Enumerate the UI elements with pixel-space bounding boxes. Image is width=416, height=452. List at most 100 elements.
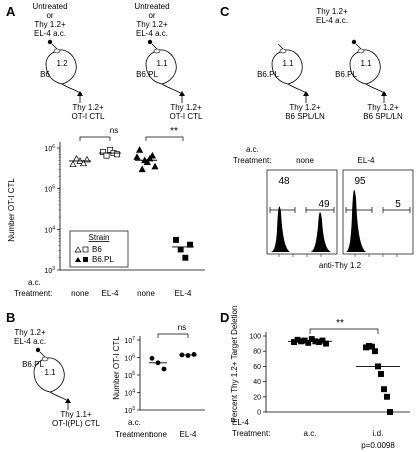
data-point: [372, 348, 378, 355]
panel-c-histogram-left: [266, 169, 338, 257]
data-point: [177, 246, 184, 253]
panel-b-y-axis-label: Number OT-I CTL: [112, 336, 121, 400]
sig-bracket-ns: [79, 136, 111, 141]
panel-a-row1-label: a.c.: [28, 278, 41, 287]
panel-a-cells-left-line1: Thy 1.2+: [72, 103, 104, 112]
panel-a-label: A: [6, 4, 16, 19]
panel-a-row2-label: Treatment:: [14, 289, 52, 298]
y-tick-label: 106: [44, 144, 55, 153]
mouse-icon: [33, 347, 71, 403]
y-tick-label: 104: [124, 389, 135, 398]
y-tick-label: 0: [257, 410, 261, 417]
panel-b-cat-1: none: [149, 430, 167, 439]
data-point: [151, 162, 159, 170]
arrow-up-icon: [77, 91, 83, 103]
data-point: [100, 148, 106, 155]
y-tick-label: 103: [44, 266, 55, 275]
panel-c-left-gate-pct-1: 48: [278, 176, 290, 187]
panel-d-cat-1: a.c.: [304, 429, 317, 438]
mouse-icon: [145, 39, 183, 95]
panel-c-left-gate-pct-2: 49: [318, 199, 330, 210]
panel-b-mouse-strain: B6.PL: [22, 360, 44, 369]
panel-a-mouse-left-strain: B6: [40, 70, 50, 79]
panel-a-mouse-left-allele: 1.2: [56, 59, 68, 68]
y-tick-label: 107: [124, 336, 135, 345]
panel-a-mouse-left-line2: or: [46, 11, 53, 20]
panel-a-legend: Strain B6 B6.PL: [69, 230, 129, 268]
data-point: [114, 151, 120, 158]
panel-c-top-line1: Thy 1.2+: [316, 7, 348, 16]
panel-c-target-right-line1: Thy 1.2+: [367, 103, 399, 112]
arrow-up-icon: [65, 398, 71, 410]
panel-b-sig-ns: ns: [178, 323, 186, 332]
data-point: [135, 146, 144, 153]
sig-bracket-star: [309, 328, 379, 334]
y-tick-label: 105: [124, 371, 135, 380]
panel-a-cat-1: none: [71, 289, 89, 298]
legend-filled-triangle-icon: [75, 257, 81, 262]
legend-filled-square-icon: [83, 257, 88, 262]
arrow-up-icon: [303, 91, 309, 103]
panel-b-chart: 103 104 105 106 107: [124, 333, 205, 415]
data-point: [384, 393, 390, 400]
panel-b-cells-line2: OT-I(PL) CTL: [52, 419, 101, 428]
panel-d-cat-2: i.d.: [373, 429, 384, 438]
x-axis-ticks: [354, 254, 398, 257]
panel-d-sig-star: **: [336, 318, 344, 329]
panel-c-x-axis-label: anti-Thy 1.2: [319, 261, 362, 270]
data-point: [381, 386, 387, 393]
data-point: [369, 343, 375, 350]
panel-a-sig-star: **: [170, 126, 178, 137]
data-point: [378, 371, 384, 377]
panel-c-right-gate-pct-1: 95: [354, 176, 366, 187]
panel-b-mouse-allele: 1.1: [44, 368, 56, 377]
panel-a-sig-ns: ns: [110, 126, 118, 135]
panel-b-row2-label: Treatment:: [115, 430, 153, 439]
panel-c-mouse-right-strain: B6.PL: [335, 70, 357, 79]
panel-d-row2-label: Treatment:: [232, 429, 270, 438]
panel-c-top-line2: EL-4 a.c.: [316, 16, 348, 25]
y-tick-label: 80: [253, 349, 261, 356]
y-tick-label: 20: [253, 394, 261, 401]
panel-c-mouse-left-allele: 1.1: [282, 59, 294, 68]
y-tick-label: 60: [253, 364, 261, 371]
panel-c-cat-1: none: [296, 156, 314, 165]
panel-c-histogram-right: [342, 169, 414, 257]
panel-a-mouse-right-allele: 1.1: [156, 59, 168, 68]
panel-a-mouse-left-line3: Thy 1.2+: [34, 20, 66, 29]
data-point: [149, 355, 155, 361]
data-point: [148, 151, 157, 159]
panel-a-cells-left-line2: OT-I CTL: [72, 112, 105, 121]
legend-b6pl-label: B6.PL: [92, 255, 114, 264]
data-point: [182, 254, 189, 261]
sig-bracket-ns: [157, 333, 189, 338]
panel-c-target-left-line1: Thy 1.2+: [289, 103, 321, 112]
panel-a-cat-2: EL-4: [102, 289, 119, 298]
panel-b-cells-line1: Thy 1.1+: [60, 410, 92, 419]
panel-a-mouse-left-line1: Untreated: [32, 2, 67, 11]
histogram-peak: [311, 212, 331, 252]
legend-open-triangle-icon: [74, 246, 82, 253]
panel-a-mouse-right-line1: Untreated: [134, 2, 169, 11]
panel-b-label: B: [6, 310, 15, 325]
histogram-peak: [346, 189, 366, 252]
data-point: [191, 352, 197, 357]
mouse-icon: [45, 39, 83, 95]
y-tick-label: 106: [124, 354, 135, 363]
histogram-peak: [271, 206, 290, 252]
panel-a-mouse-left-line4: EL-4 a.c.: [34, 29, 66, 38]
data-point: [143, 158, 151, 165]
data-point: [323, 340, 329, 347]
y-tick-label: 40: [253, 379, 261, 386]
panel-a-chart: 103 104 105 106: [44, 136, 205, 275]
data-point: [138, 165, 146, 173]
panel-d-y-axis-label: Percent Thy 1.2+ Target Deletion: [230, 306, 239, 423]
legend-title: Strain: [89, 233, 110, 242]
legend-open-square-icon: [82, 246, 89, 253]
panel-d-row1-label: EL-4: [232, 418, 249, 427]
legend-b6-label: B6: [92, 245, 102, 254]
y-tick-label: 105: [44, 185, 55, 194]
data-point: [305, 339, 312, 346]
panel-a-mouse-right-strain: B6.PL: [136, 70, 158, 79]
